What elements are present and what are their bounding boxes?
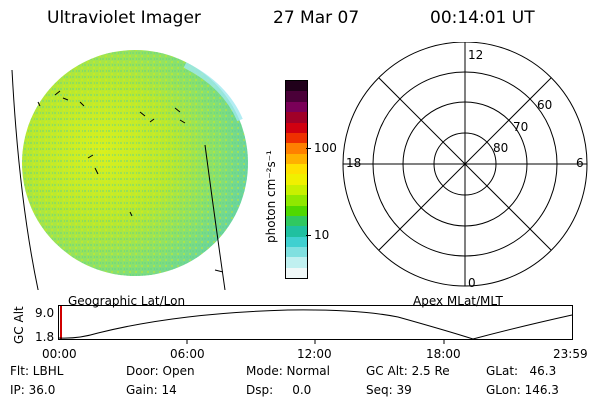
altitude-ytick-bottom: 1.8	[35, 330, 55, 344]
colorbar-swatch	[286, 205, 307, 216]
altitude-xtick-0000: 00:00	[42, 347, 77, 361]
info-door: Door: Open	[126, 364, 195, 378]
colorbar	[285, 80, 308, 279]
earth-texture	[22, 50, 248, 276]
limb-glow	[183, 62, 243, 122]
polar-plot	[342, 42, 588, 287]
altitude-xtick-2359: 23:59	[553, 347, 588, 361]
left-limb-line	[11, 69, 39, 290]
mlt-label-18: 18	[346, 156, 362, 170]
info-mode: Mode: Normal	[246, 364, 330, 378]
apex-label: Apex MLat/MLT	[413, 294, 503, 308]
app-title: Ultraviolet Imager	[47, 8, 201, 28]
colorbar-swatch	[286, 91, 307, 102]
colorbar-swatch	[286, 101, 307, 113]
info-gain: Gain: 14	[126, 383, 177, 397]
colorbar-swatch	[286, 236, 307, 247]
colorbar-swatch	[286, 247, 307, 258]
colorbar-swatch	[286, 143, 307, 154]
colorbar-swatch	[286, 226, 307, 237]
colorbar-tick-100	[306, 148, 311, 149]
colorbar-label-10: 10	[314, 228, 330, 242]
earth-image-panel	[11, 50, 248, 290]
colorbar-swatch	[286, 81, 307, 92]
colorbar-swatch	[286, 195, 307, 206]
info-seq: Seq: 39	[366, 383, 412, 397]
mlt-label-0: 0	[468, 276, 476, 290]
colorbar-label-100: 100	[314, 141, 337, 155]
colorbar-swatch	[286, 132, 307, 144]
altitude-xtick-0600: 06:00	[170, 347, 205, 361]
colorbar-swatch	[286, 267, 307, 279]
altitude-ytick-top: 9.0	[35, 306, 55, 320]
time-label: 00:14:01 UT	[430, 8, 535, 28]
mlt-label-6: 6	[576, 156, 584, 170]
info-glat: GLat: 46.3	[486, 364, 557, 378]
colorbar-swatch	[286, 184, 307, 196]
altitude-ylabel: GC Alt	[12, 306, 26, 344]
info-dsp: Dsp: 0.0	[246, 383, 312, 397]
colorbar-swatch	[286, 112, 307, 123]
colorbar-tick-10	[306, 235, 311, 236]
colorbar-gradient	[286, 81, 307, 279]
altitude-plot-frame	[58, 305, 573, 340]
altitude-xtick-1800: 18:00	[426, 347, 461, 361]
altitude-plot	[58, 305, 573, 344]
lat-label-70: 70	[513, 120, 529, 134]
coastline-fragments	[37, 90, 224, 273]
colorbar-swatch	[286, 257, 307, 268]
right-limb-line	[204, 144, 226, 290]
geographic-label: Geographic Lat/Lon	[68, 294, 186, 308]
lat-label-80: 80	[493, 141, 509, 155]
colorbar-swatch	[286, 215, 307, 227]
altitude-xtick-1200: 12:00	[297, 347, 332, 361]
info-gc-alt: GC Alt: 2.5 Re	[366, 364, 450, 378]
info-flt: Flt: LBHL	[10, 364, 64, 378]
altitude-curve	[58, 309, 573, 340]
lat-label-60: 60	[537, 98, 553, 112]
info-glon: GLon: 146.3	[486, 383, 559, 397]
polar-diagonal-2	[378, 77, 552, 251]
colorbar-unit-label: photon cm⁻²s⁻¹	[264, 150, 278, 243]
colorbar-swatch	[286, 122, 307, 133]
info-ip: IP: 36.0	[10, 383, 56, 397]
colorbar-swatch	[286, 153, 307, 164]
colorbar-swatch	[286, 174, 307, 185]
mlt-label-12: 12	[468, 48, 484, 62]
date-label: 27 Mar 07	[273, 8, 360, 28]
colorbar-swatch	[286, 164, 307, 175]
